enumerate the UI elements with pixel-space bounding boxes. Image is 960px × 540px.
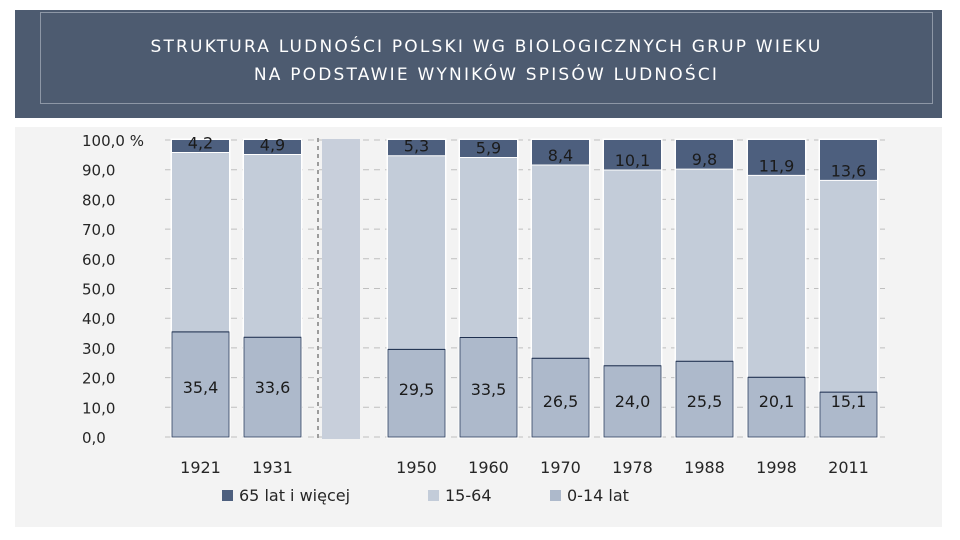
y-tick-label: 40,0: [82, 310, 115, 328]
y-tick-label: 80,0: [82, 191, 115, 209]
bar-segment-65-plus: [604, 140, 661, 170]
data-label-0-14: 33,6: [255, 378, 291, 397]
bar-segment-65-plus: [388, 140, 445, 156]
bar-segment-0-14: [171, 331, 230, 438]
x-category-label: 1978: [612, 458, 653, 477]
bar-segment-15-64: [460, 157, 517, 338]
y-tick-label: 20,0: [82, 370, 115, 388]
bar-segment-0-14: [243, 336, 302, 438]
data-label-65-plus: 11,9: [759, 156, 795, 175]
bar-segment-0-14: [675, 360, 734, 438]
bar-segment-65-plus: [532, 140, 589, 165]
bar-segment-0-14: [387, 348, 446, 438]
data-label-65-plus: 13,6: [831, 161, 867, 180]
data-label-65-plus: 8,4: [548, 146, 573, 165]
data-label-0-14: 15,1: [831, 392, 867, 411]
bar-segment-65-plus: [748, 140, 805, 176]
legend-swatch: [428, 490, 439, 501]
y-tick-label: 100,0 %: [82, 132, 144, 150]
data-label-65-plus: 4,9: [260, 136, 285, 155]
bar-segment-15-64: [676, 169, 733, 362]
title-frame: [40, 12, 933, 104]
y-tick-label: 30,0: [82, 340, 115, 358]
data-label-0-14: 20,1: [759, 392, 795, 411]
data-label-0-14: 26,5: [543, 392, 579, 411]
bar-segment-0-14: [747, 376, 806, 438]
bar-segment-15-64: [748, 175, 805, 378]
x-category-label: 1988: [684, 458, 725, 477]
x-category-label: 1921: [180, 458, 221, 477]
legend-swatch: [550, 490, 561, 501]
data-label-0-14: 33,5: [471, 380, 507, 399]
legend-swatch: [222, 490, 233, 501]
bar-segment-65-plus: [244, 140, 301, 155]
bar-segment-65-plus: [460, 140, 517, 158]
bar-segment-15-64: [820, 180, 877, 393]
y-tick-label: 0,0: [82, 429, 106, 447]
bar-segment-65-plus: [820, 140, 877, 181]
data-label-0-14: 35,4: [183, 378, 219, 397]
bar-segment-15-64: [388, 155, 445, 350]
data-label-65-plus: 5,9: [476, 139, 501, 158]
legend-label: 65 lat i więcej: [239, 486, 350, 505]
bar-segment-15-64: [532, 164, 589, 359]
x-category-label: 2011: [828, 458, 869, 477]
title-band: [15, 10, 942, 118]
data-label-65-plus: 5,3: [404, 137, 429, 156]
legend-label: 15-64: [445, 486, 492, 505]
bar-segment-15-64: [604, 169, 661, 366]
legend-label: 0-14 lat: [567, 486, 629, 505]
bar-segment-15-64: [172, 152, 229, 332]
data-label-65-plus: 9,8: [692, 150, 717, 169]
bar-segment-0-14: [531, 357, 590, 438]
bar-segment-65-plus: [172, 140, 229, 153]
y-tick-label: 70,0: [82, 221, 115, 239]
data-label-0-14: 24,0: [615, 392, 651, 411]
slide-title: STRUKTURA LUDNOŚCI POLSKI WG BIOLOGICZNY…: [150, 37, 823, 85]
bar-segment-0-14: [819, 391, 878, 438]
axis-break-bar: [322, 139, 360, 439]
x-category-label: 1998: [756, 458, 797, 477]
y-tick-label: 90,0: [82, 162, 115, 180]
x-category-label: 1931: [252, 458, 293, 477]
x-category-label: 1960: [468, 458, 509, 477]
bar-segment-0-14: [603, 365, 662, 438]
bar-segment-15-64: [244, 154, 301, 338]
data-label-0-14: 25,5: [687, 392, 723, 411]
data-label-65-plus: 4,2: [188, 133, 213, 152]
data-label-0-14: 29,5: [399, 380, 435, 399]
y-tick-label: 10,0: [82, 399, 115, 417]
data-label-65-plus: 10,1: [615, 151, 651, 170]
y-tick-label: 50,0: [82, 281, 115, 299]
x-category-label: 1950: [396, 458, 437, 477]
bar-segment-65-plus: [676, 140, 733, 170]
y-tick-label: 60,0: [82, 251, 115, 269]
x-category-label: 1970: [540, 458, 581, 477]
